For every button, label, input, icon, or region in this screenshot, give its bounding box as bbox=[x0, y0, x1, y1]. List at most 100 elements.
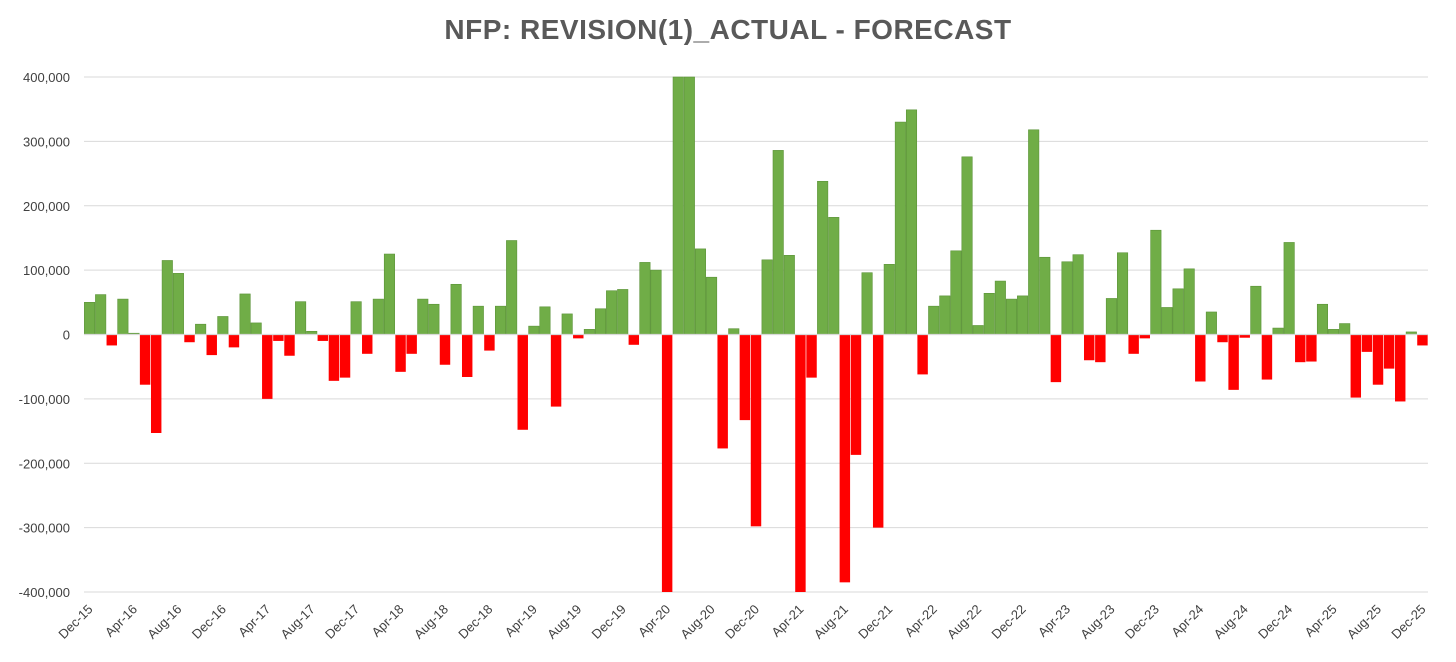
y-tick-label: -400,000 bbox=[19, 585, 70, 600]
x-tick-label: Aug-16 bbox=[144, 602, 184, 642]
bar-sep-19 bbox=[583, 329, 595, 335]
bar-mar-23 bbox=[1050, 334, 1062, 383]
x-tick-label: Apr-24 bbox=[1168, 602, 1206, 640]
bar-jan-23 bbox=[1028, 129, 1040, 335]
bar-oct-20 bbox=[728, 328, 740, 335]
bars bbox=[84, 76, 1428, 592]
bar-jun-23 bbox=[1084, 334, 1095, 361]
x-tick-label: Apr-19 bbox=[502, 602, 540, 640]
bar-sep-21 bbox=[850, 334, 862, 455]
bar-mar-17 bbox=[250, 322, 262, 335]
x-tick-label: Dec-23 bbox=[1122, 602, 1162, 642]
bar-nov-20 bbox=[739, 334, 751, 421]
bar-aug-18 bbox=[439, 334, 451, 365]
bar-dec-22 bbox=[1017, 295, 1029, 335]
bar-jun-16 bbox=[150, 334, 162, 433]
x-tick-label: Dec-17 bbox=[322, 602, 362, 642]
bar-aug-23 bbox=[1105, 298, 1117, 335]
y-tick-label: 200,000 bbox=[23, 199, 70, 214]
bar-jun-22 bbox=[950, 250, 962, 335]
bar-jul-25 bbox=[1361, 334, 1373, 352]
bar-sep-18 bbox=[450, 283, 462, 335]
bar-dec-17 bbox=[350, 301, 362, 335]
bar-feb-25 bbox=[1306, 334, 1317, 362]
x-tick-label: Dec-18 bbox=[455, 602, 495, 642]
bar-aug-25 bbox=[1372, 334, 1384, 385]
bar-aug-16 bbox=[172, 273, 184, 335]
bar-sep-16 bbox=[184, 334, 195, 343]
bar-jan-20 bbox=[628, 334, 640, 345]
bar-may-16 bbox=[139, 334, 151, 385]
x-tick-label: Dec-16 bbox=[189, 602, 229, 642]
bar-dec-24 bbox=[1283, 242, 1295, 335]
bar-sep-22 bbox=[983, 292, 995, 335]
bar-oct-18 bbox=[461, 334, 473, 377]
bar-jul-20 bbox=[694, 248, 706, 335]
bar-jan-22 bbox=[894, 121, 906, 335]
bar-apr-25 bbox=[1328, 329, 1340, 335]
bar-feb-17 bbox=[239, 293, 251, 335]
bar-oct-24 bbox=[1261, 334, 1273, 380]
bar-may-19 bbox=[539, 306, 551, 335]
bar-jun-19 bbox=[550, 334, 562, 407]
bar-mar-20 bbox=[650, 269, 662, 335]
bar-aug-22 bbox=[972, 325, 984, 335]
bar-dec-16 bbox=[217, 316, 229, 335]
bar-nov-24 bbox=[1272, 327, 1284, 335]
bar-feb-22 bbox=[905, 109, 918, 335]
bar-dec-15 bbox=[84, 302, 96, 335]
x-tick-label: Aug-22 bbox=[944, 602, 984, 642]
x-tick-label: Apr-17 bbox=[235, 602, 273, 640]
bar-nov-22 bbox=[1005, 298, 1017, 335]
bar-oct-22 bbox=[994, 280, 1006, 335]
bar-mar-22 bbox=[917, 334, 928, 375]
x-tick-label: Aug-19 bbox=[544, 602, 584, 642]
x-tick-label: Apr-25 bbox=[1302, 602, 1340, 640]
bar-apr-23 bbox=[1061, 261, 1073, 335]
bar-sep-25 bbox=[1383, 334, 1395, 369]
bar-jun-17 bbox=[284, 334, 295, 356]
x-tick-label: Apr-21 bbox=[768, 602, 806, 640]
bar-nov-21 bbox=[872, 334, 884, 528]
bar-aug-19 bbox=[573, 334, 584, 339]
x-tick-label: Dec-21 bbox=[855, 602, 895, 642]
bar-nov-16 bbox=[206, 334, 217, 356]
bar-jun-18 bbox=[417, 298, 429, 335]
y-tick-label: -300,000 bbox=[19, 521, 70, 536]
bar-feb-23 bbox=[1039, 256, 1051, 335]
bar-oct-25 bbox=[1395, 334, 1406, 402]
bar-oct-23 bbox=[1128, 334, 1139, 354]
y-tick-label: -200,000 bbox=[19, 456, 70, 471]
bar-jul-21 bbox=[828, 217, 840, 335]
bar-dec-21 bbox=[883, 264, 895, 335]
bar-nov-18 bbox=[472, 305, 484, 335]
bar-dec-25 bbox=[1417, 334, 1428, 346]
bar-apr-18 bbox=[395, 334, 406, 372]
bar-nov-23 bbox=[1139, 334, 1150, 339]
bar-aug-24 bbox=[1239, 334, 1250, 338]
bar-mar-18 bbox=[383, 253, 395, 335]
y-tick-label: 0 bbox=[63, 328, 70, 343]
bar-jan-21 bbox=[761, 259, 773, 335]
x-tick-label: Apr-20 bbox=[635, 602, 673, 640]
x-tick-label: Aug-23 bbox=[1077, 602, 1117, 642]
bar-oct-16 bbox=[195, 323, 207, 335]
bar-oct-17 bbox=[328, 334, 340, 381]
bar-dec-18 bbox=[484, 334, 495, 351]
bar-dec-23 bbox=[1150, 229, 1162, 335]
bar-oct-21 bbox=[861, 272, 873, 335]
bar-nov-17 bbox=[339, 334, 351, 378]
bar-mar-19 bbox=[517, 334, 528, 430]
bar-dec-20 bbox=[750, 334, 762, 527]
bar-apr-20 bbox=[661, 334, 673, 592]
x-tick-label: Dec-24 bbox=[1255, 602, 1295, 642]
bar-mar-25 bbox=[1316, 303, 1328, 335]
chart-title: NFP: REVISION(1)_ACTUAL - FORECAST bbox=[444, 14, 1012, 45]
bar-feb-18 bbox=[372, 298, 384, 335]
x-tick-label: Aug-25 bbox=[1344, 602, 1384, 642]
bar-jan-16 bbox=[95, 294, 107, 335]
bar-may-22 bbox=[939, 295, 951, 335]
bar-sep-24 bbox=[1250, 285, 1262, 335]
